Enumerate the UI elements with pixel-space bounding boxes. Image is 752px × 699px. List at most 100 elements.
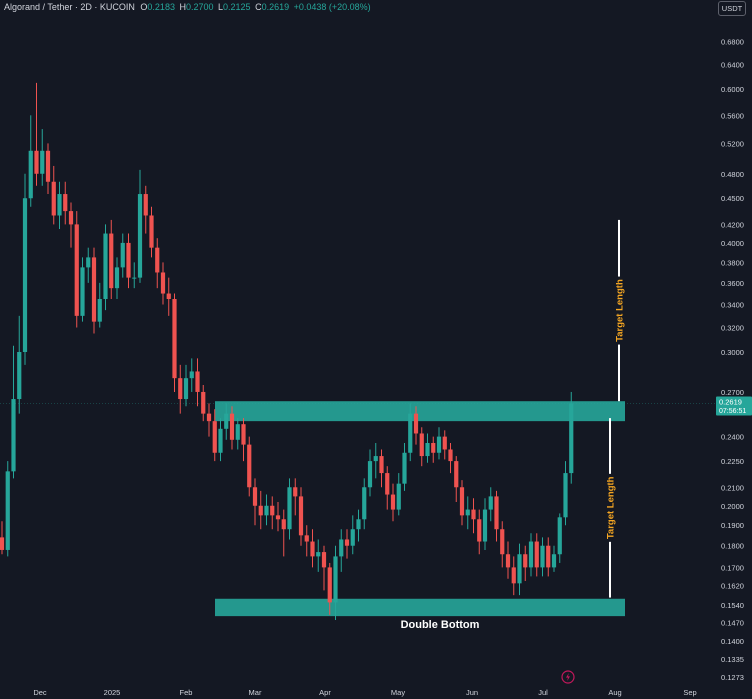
- price-tick-label: 0.1335: [721, 655, 744, 664]
- candle-body: [436, 436, 442, 453]
- candle-body: [293, 487, 298, 497]
- change-value: +0.0438 (+20.08%): [293, 2, 371, 12]
- price-tick-label: 0.1400: [721, 637, 744, 646]
- targets-layer: Target Length Target Length: [606, 219, 626, 598]
- candle-body: [569, 403, 574, 474]
- close-label: C: [255, 2, 262, 12]
- candle-body: [189, 371, 194, 379]
- time-axis: Dec 2025 Feb Mar Apr May Jun Jul Aug Sep: [33, 688, 696, 697]
- candle-body: [477, 519, 482, 542]
- candle-body: [281, 519, 286, 530]
- price-tick-label: 0.1700: [721, 563, 744, 572]
- candle-body: [155, 247, 160, 273]
- price-tick-label: 0.4200: [721, 220, 744, 229]
- price-tick-label: 0.4500: [721, 194, 744, 203]
- time-tick-label: Jul: [538, 688, 548, 697]
- price-tick-label: 0.1540: [721, 601, 744, 610]
- candle-body: [287, 487, 292, 530]
- candle-body: [321, 552, 327, 568]
- candle-body: [0, 537, 5, 550]
- candle-body: [80, 267, 85, 316]
- symbol-legend: Algorand / Tether · 2D · KUCOIN O0.2183 …: [4, 2, 371, 12]
- candle-body: [17, 352, 22, 400]
- candle-body: [511, 567, 516, 584]
- current-price-box: [716, 396, 752, 416]
- candle-body: [500, 529, 505, 555]
- candle-body: [408, 413, 413, 453]
- double-bottom-label: Double Bottom: [401, 619, 480, 631]
- candle-body: [465, 509, 470, 516]
- candle-body: [91, 257, 97, 322]
- open-label: O: [140, 2, 148, 12]
- candle-body: [402, 452, 407, 484]
- candle-body: [270, 505, 275, 516]
- price-tick-label: 0.1470: [721, 619, 744, 628]
- currency-selector-button[interactable]: USDT: [718, 1, 746, 16]
- current-price-value: 0.2619: [719, 398, 742, 407]
- candle-body: [316, 552, 321, 557]
- candle-body: [28, 150, 33, 199]
- candle-body: [183, 378, 189, 400]
- time-tick-label: May: [391, 688, 405, 697]
- candle-body: [563, 473, 568, 518]
- candle-body: [172, 298, 177, 379]
- candle-body: [356, 519, 361, 530]
- candle-body: [362, 487, 367, 520]
- price-tick-label: 0.6000: [721, 85, 744, 94]
- candle-body: [63, 194, 68, 212]
- open-value: 0.2183: [147, 2, 175, 12]
- low-label: L: [218, 2, 224, 12]
- candle-body: [235, 424, 240, 440]
- candle-body: [517, 554, 522, 584]
- candle-body: [304, 535, 309, 542]
- candle-body: [195, 371, 200, 392]
- price-tick-label: 0.1620: [721, 582, 744, 591]
- candle-body: [540, 545, 545, 568]
- candle-body: [45, 150, 51, 182]
- candle-body: [505, 554, 511, 568]
- candle-body: [310, 541, 315, 557]
- candle-body: [51, 181, 56, 216]
- candle-body: [344, 539, 350, 546]
- lightning-bolt-icon[interactable]: [561, 670, 575, 684]
- candle-body: [264, 505, 269, 516]
- candle-body: [379, 456, 384, 474]
- candle-body: [546, 545, 551, 568]
- candle-body: [252, 487, 258, 506]
- candle-body: [333, 556, 338, 603]
- candle-body: [126, 242, 131, 278]
- candle-body: [86, 257, 91, 268]
- candle-body: [224, 413, 229, 429]
- target-length-label: Target Length: [615, 279, 626, 342]
- candle-body: [247, 444, 252, 488]
- candle-body: [22, 198, 28, 352]
- candle-body: [494, 496, 499, 530]
- candle-body: [327, 567, 332, 603]
- resistance-zone: [215, 401, 625, 422]
- candle-body: [350, 529, 355, 546]
- candle-body: [459, 487, 465, 516]
- candle-body: [454, 461, 459, 488]
- candle-body: [178, 378, 183, 400]
- candle-body: [390, 494, 396, 510]
- time-tick-label: Feb: [180, 688, 193, 697]
- candle-body: [201, 391, 206, 414]
- bar-countdown: 07:56:51: [719, 408, 746, 415]
- candle-body: [11, 399, 16, 472]
- candle-body: [149, 215, 154, 248]
- candle-body: [482, 509, 488, 542]
- candle-body: [229, 413, 235, 440]
- candle-body: [523, 554, 528, 568]
- candle-body: [431, 442, 436, 453]
- time-tick-label: Mar: [249, 688, 262, 697]
- candle-body: [241, 424, 246, 445]
- candle-body: [488, 496, 493, 510]
- candle-body: [551, 554, 557, 568]
- low-value: 0.2125: [223, 2, 251, 12]
- candle-body: [114, 267, 120, 289]
- candle-body: [40, 150, 45, 174]
- price-tick-label: 0.4800: [721, 170, 744, 179]
- price-tick-label: 0.1273: [721, 673, 744, 682]
